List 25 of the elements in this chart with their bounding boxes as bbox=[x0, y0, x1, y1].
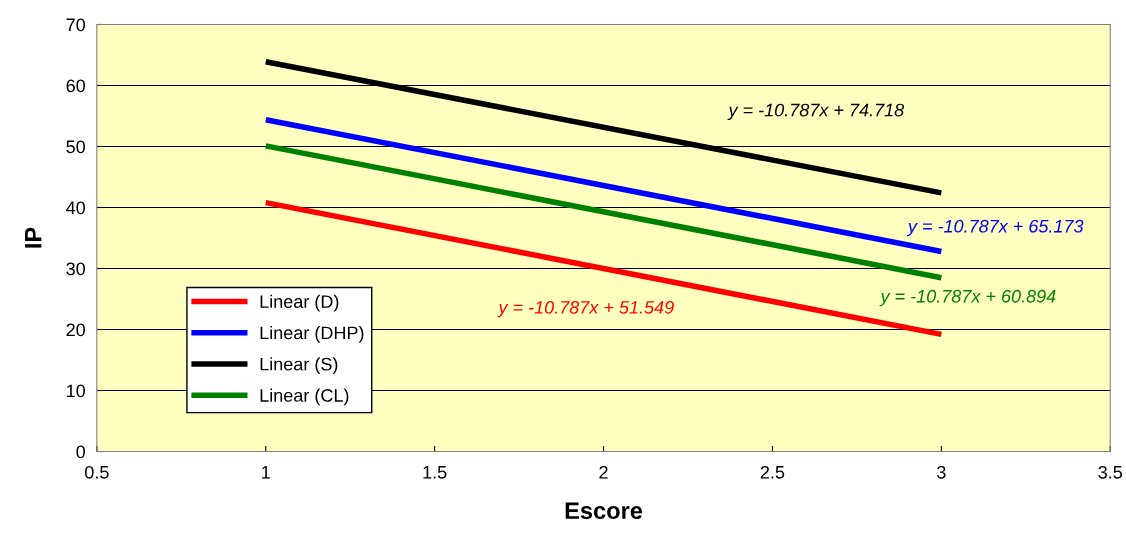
x-tick-label: 0.5 bbox=[84, 465, 109, 479]
y-tick-label: 60 bbox=[66, 79, 86, 93]
legend-label: Linear (D) bbox=[260, 294, 339, 312]
x-tick-label: 3 bbox=[937, 465, 946, 479]
annotation: y = -10.787x + 65.173 bbox=[906, 219, 1084, 237]
y-tick-label: 0 bbox=[76, 445, 86, 459]
x-axis-title: Escore bbox=[565, 502, 643, 520]
y-tick-label: 20 bbox=[66, 323, 86, 337]
y-tick-label: 50 bbox=[66, 140, 86, 154]
x-tick-label: 2.5 bbox=[760, 465, 785, 479]
legend-label: Linear (CL) bbox=[260, 388, 349, 406]
annotation: y = -10.787x + 51.549 bbox=[497, 300, 674, 318]
y-tick-label: 10 bbox=[67, 384, 86, 398]
legend-label: Linear (S) bbox=[260, 357, 338, 375]
legend-label: Linear (DHP) bbox=[260, 325, 364, 343]
x-tick-label: 1.5 bbox=[423, 466, 447, 479]
y-tick-label: 30 bbox=[66, 262, 86, 276]
annotation: y = -10.787x + 74.718 bbox=[727, 103, 905, 121]
y-axis-title: IP bbox=[25, 227, 42, 248]
y-tick-label: 40 bbox=[66, 201, 86, 215]
annotation: y = -10.787x + 60.894 bbox=[879, 289, 1056, 307]
x-tick-label: 3.5 bbox=[1098, 465, 1123, 479]
x-tick-label: 1 bbox=[262, 466, 270, 479]
x-tick-label: 2 bbox=[599, 465, 608, 479]
y-tick-label: 70 bbox=[66, 18, 86, 32]
